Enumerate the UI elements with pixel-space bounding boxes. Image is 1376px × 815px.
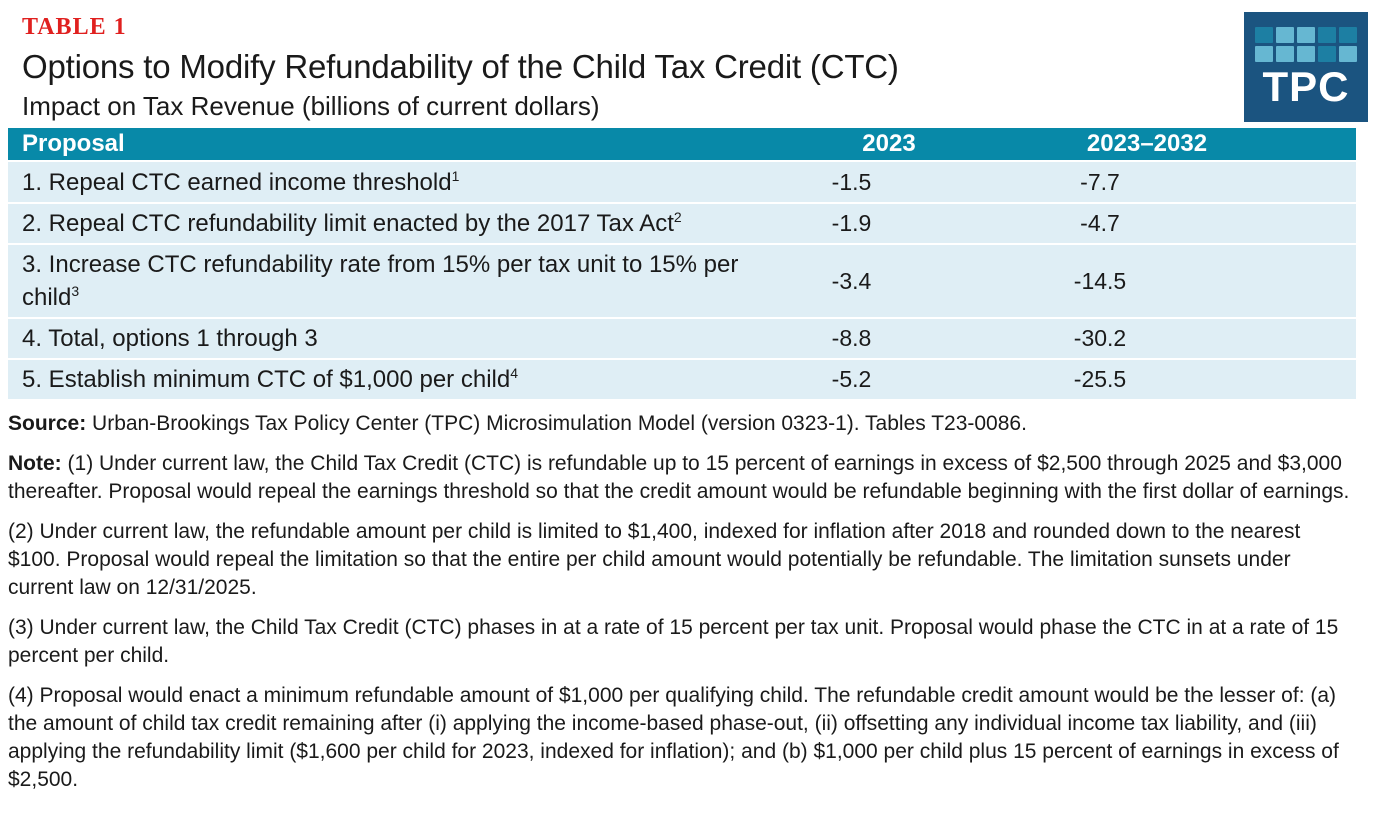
proposal-text: 2. Repeal CTC refundability limit enacte… — [22, 210, 674, 237]
table-number-label: TABLE 1 — [22, 14, 127, 40]
proposal-cell: 1. Repeal CTC earned income threshold1 — [8, 162, 764, 202]
source-label: Source: — [8, 412, 87, 435]
proposal-cell: 5. Establish minimum CTC of $1,000 per c… — [8, 360, 764, 399]
page-title: Options to Modify Refundability of the C… — [22, 48, 899, 85]
table-header-row: Proposal 2023 2023–2032 — [8, 128, 1356, 160]
value-2023-2032-cell: -4.7 — [1014, 204, 1356, 243]
table-row: 2. Repeal CTC refundability limit enacte… — [8, 204, 1356, 243]
note-text: (4) Proposal would enact a minimum refun… — [8, 684, 1339, 791]
value-2023-cell: -1.5 — [764, 162, 1014, 202]
value-2023-cell: -8.8 — [764, 319, 1014, 358]
table-row: 1. Repeal CTC earned income threshold1 -… — [8, 162, 1356, 202]
page-subtitle: Impact on Tax Revenue (billions of curre… — [22, 91, 600, 121]
report-header: TABLE 1 Options to Modify Refundability … — [0, 0, 1376, 122]
logo-grid-square — [1297, 26, 1315, 43]
tpc-logo: TPC — [1244, 12, 1368, 122]
logo-grid-square — [1255, 26, 1273, 43]
note-text: (2) Under current law, the refundable am… — [8, 520, 1301, 599]
note-3: (3) Under current law, the Child Tax Cre… — [8, 614, 1350, 670]
value-2023-2032-cell: -30.2 — [1014, 319, 1356, 358]
logo-grid-square — [1276, 45, 1294, 62]
proposal-text: 5. Establish minimum CTC of $1,000 per c… — [22, 366, 511, 393]
column-header-2023-2032: 2023–2032 — [1014, 128, 1356, 160]
footnote-marker: 1 — [451, 167, 460, 184]
table-row: 4. Total, options 1 through 3 -8.8 -30.2 — [8, 319, 1356, 358]
value-2023-2032-cell: -14.5 — [1014, 245, 1356, 317]
note-4: (4) Proposal would enact a minimum refun… — [8, 682, 1350, 794]
logo-grid-square — [1276, 26, 1294, 43]
value-2023-cell: -1.9 — [764, 204, 1014, 243]
value-2023-cell: -5.2 — [764, 360, 1014, 399]
proposal-text: 4. Total, options 1 through 3 — [22, 325, 318, 352]
column-header-2023: 2023 — [764, 128, 1014, 160]
note-2: (2) Under current law, the refundable am… — [8, 518, 1350, 602]
value-2023-2032-cell: -7.7 — [1014, 162, 1356, 202]
note-text: (1) Under current law, the Child Tax Cre… — [8, 452, 1350, 503]
value-2023-2032-cell: -25.5 — [1014, 360, 1356, 399]
proposal-text: 1. Repeal CTC earned income threshold — [22, 168, 452, 196]
footnote-marker: 2 — [673, 209, 682, 225]
tpc-logo-text: TPC — [1262, 62, 1350, 110]
footer-notes: Source: Urban-Brookings Tax Policy Cente… — [0, 410, 1376, 794]
source-text: Urban-Brookings Tax Policy Center (TPC) … — [92, 412, 1027, 435]
table-row: 5. Establish minimum CTC of $1,000 per c… — [8, 360, 1356, 399]
proposal-cell: 3. Increase CTC refundability rate from … — [8, 245, 764, 317]
proposal-cell: 2. Repeal CTC refundability limit enacte… — [8, 204, 764, 243]
proposal-cell: 4. Total, options 1 through 3 — [8, 319, 764, 358]
logo-grid-square — [1339, 26, 1357, 43]
note-1: Note: (1) Under current law, the Child T… — [8, 450, 1350, 506]
value-2023-cell: -3.4 — [764, 245, 1014, 317]
tpc-logo-grid — [1255, 26, 1357, 62]
footnote-marker: 4 — [510, 365, 518, 381]
table-row: 3. Increase CTC refundability rate from … — [8, 245, 1356, 317]
logo-grid-square — [1318, 26, 1336, 43]
note-text: (3) Under current law, the Child Tax Cre… — [8, 616, 1339, 667]
logo-grid-square — [1318, 45, 1336, 62]
footnote-marker: 3 — [71, 283, 80, 299]
column-header-proposal: Proposal — [8, 128, 764, 160]
logo-grid-square — [1297, 45, 1315, 62]
revenue-impact-table: Proposal 2023 2023–2032 1. Repeal CTC ea… — [8, 126, 1356, 401]
source-line: Source: Urban-Brookings Tax Policy Cente… — [8, 410, 1350, 438]
note-label: Note: — [8, 452, 62, 475]
logo-grid-square — [1255, 45, 1273, 62]
logo-grid-square — [1339, 45, 1357, 62]
proposal-text: 3. Increase CTC refundability rate from … — [22, 251, 739, 311]
